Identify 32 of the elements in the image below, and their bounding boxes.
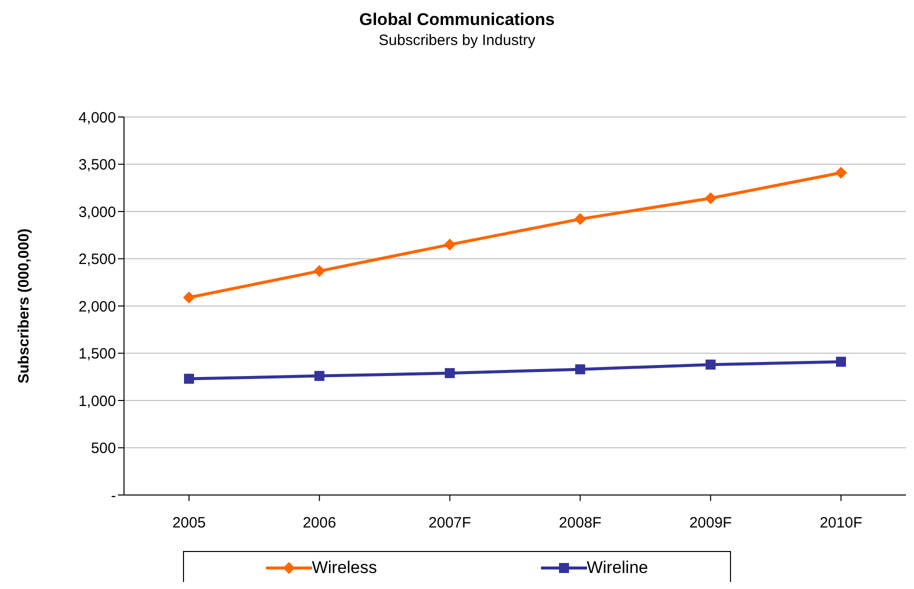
point	[706, 360, 716, 370]
x-tick-label: 2006	[302, 514, 336, 532]
point	[835, 166, 847, 179]
point	[444, 368, 455, 378]
y-tick-label: 4,000	[78, 109, 116, 126]
legend-label: Wireless	[310, 558, 378, 578]
point	[574, 213, 586, 226]
x-tick-label: 2010F	[820, 514, 862, 532]
point	[704, 192, 717, 204]
y-tick-label: 3,000	[78, 204, 116, 221]
x-tick-label: 2005	[172, 514, 206, 532]
y-tick-label: 2,000	[78, 298, 116, 316]
point	[313, 265, 326, 278]
point	[184, 374, 194, 384]
y-tick-label: 2,500	[78, 251, 116, 268]
point	[183, 291, 195, 304]
y-tick-label: 1,000	[78, 392, 116, 410]
y-tick-label: 500	[90, 440, 116, 458]
chart-subtitle: Subscribers by Industry	[378, 32, 536, 49]
y-tick-label: 3,500	[78, 156, 116, 174]
point	[575, 364, 586, 374]
y-tick-label: -	[111, 487, 116, 504]
x-tick-label: 2007F	[428, 514, 472, 532]
point	[836, 356, 846, 367]
point	[444, 238, 456, 251]
y-tick-label: 1,500	[78, 346, 116, 363]
point	[314, 370, 324, 381]
x-tick-label: 2008F	[558, 514, 602, 532]
x-tick-label: 2009F	[689, 514, 732, 532]
y-axis-title: Subscribers (000,000)	[15, 228, 32, 384]
chart-title: Global Communications	[358, 9, 556, 30]
legend-label: Wireline	[586, 558, 648, 578]
